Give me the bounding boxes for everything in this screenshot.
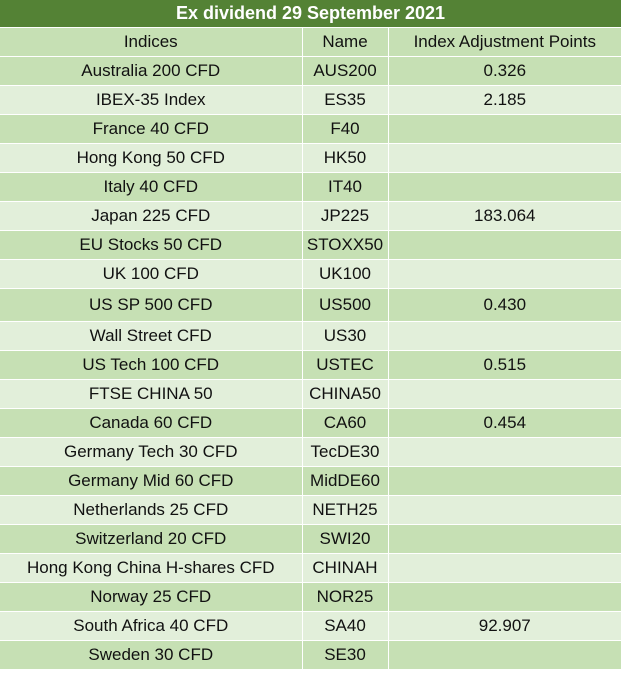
adjustment-points-cell: 2.185 <box>388 85 621 115</box>
name-cell: IT40 <box>302 172 389 202</box>
adjustment-points-cell <box>388 321 621 351</box>
table-row: Hong Kong 50 CFD HK50 <box>0 143 621 173</box>
index-cell: FTSE CHINA 50 <box>0 379 303 409</box>
index-cell: South Africa 40 CFD <box>0 611 303 641</box>
index-cell: EU Stocks 50 CFD <box>0 230 303 260</box>
adjustment-points-cell <box>388 582 621 612</box>
name-cell: UK100 <box>302 259 389 289</box>
column-header-indices: Indices <box>0 27 303 57</box>
name-cell: MidDE60 <box>302 466 389 496</box>
name-cell: JP225 <box>302 201 389 231</box>
table-row: Italy 40 CFD IT40 <box>0 172 621 202</box>
name-cell: NETH25 <box>302 495 389 525</box>
table-row: Japan 225 CFD JP225 183.064 <box>0 201 621 231</box>
index-cell: Italy 40 CFD <box>0 172 303 202</box>
index-cell: US SP 500 CFD <box>0 288 303 322</box>
adjustment-points-cell <box>388 466 621 496</box>
adjustment-points-cell <box>388 114 621 144</box>
adjustment-points-cell <box>388 379 621 409</box>
index-cell: Norway 25 CFD <box>0 582 303 612</box>
table-row: US SP 500 CFD US500 0.430 <box>0 288 621 322</box>
name-cell: US30 <box>302 321 389 351</box>
title-row: Ex dividend 29 September 2021 <box>0 0 621 28</box>
table-row: Hong Kong China H-shares CFD CHINAH <box>0 553 621 583</box>
table-row: Sweden 30 CFD SE30 <box>0 640 621 670</box>
adjustment-points-cell <box>388 143 621 173</box>
adjustment-points-cell <box>388 495 621 525</box>
name-cell: SE30 <box>302 640 389 670</box>
adjustment-points-cell <box>388 437 621 467</box>
adjustment-points-cell: 0.515 <box>388 350 621 380</box>
table-row: France 40 CFD F40 <box>0 114 621 144</box>
index-cell: Australia 200 CFD <box>0 56 303 86</box>
table-row: FTSE CHINA 50 CHINA50 <box>0 379 621 409</box>
table-row: Wall Street CFD US30 <box>0 321 621 351</box>
index-cell: France 40 CFD <box>0 114 303 144</box>
table-row: Norway 25 CFD NOR25 <box>0 582 621 612</box>
table-title: Ex dividend 29 September 2021 <box>0 0 621 28</box>
index-cell: IBEX-35 Index <box>0 85 303 115</box>
index-cell: Netherlands 25 CFD <box>0 495 303 525</box>
table-row: EU Stocks 50 CFD STOXX50 <box>0 230 621 260</box>
adjustment-points-cell <box>388 259 621 289</box>
column-header-name: Name <box>302 27 389 57</box>
name-cell: ES35 <box>302 85 389 115</box>
table-row: South Africa 40 CFD SA40 92.907 <box>0 611 621 641</box>
index-cell: Sweden 30 CFD <box>0 640 303 670</box>
table-row: US Tech 100 CFD USTEC 0.515 <box>0 350 621 380</box>
adjustment-points-cell: 0.326 <box>388 56 621 86</box>
name-cell: SA40 <box>302 611 389 641</box>
index-cell: Germany Tech 30 CFD <box>0 437 303 467</box>
table-row: Germany Tech 30 CFD TecDE30 <box>0 437 621 467</box>
table-row: Germany Mid 60 CFD MidDE60 <box>0 466 621 496</box>
index-cell: US Tech 100 CFD <box>0 350 303 380</box>
index-cell: Germany Mid 60 CFD <box>0 466 303 496</box>
adjustment-points-cell: 183.064 <box>388 201 621 231</box>
name-cell: TecDE30 <box>302 437 389 467</box>
index-cell: Hong Kong China H-shares CFD <box>0 553 303 583</box>
adjustment-points-cell: 0.454 <box>388 408 621 438</box>
table-row: Netherlands 25 CFD NETH25 <box>0 495 621 525</box>
index-cell: Canada 60 CFD <box>0 408 303 438</box>
header-row: Indices Name Index Adjustment Points <box>0 27 621 57</box>
index-cell: UK 100 CFD <box>0 259 303 289</box>
adjustment-points-cell <box>388 553 621 583</box>
name-cell: NOR25 <box>302 582 389 612</box>
name-cell: AUS200 <box>302 56 389 86</box>
adjustment-points-cell <box>388 524 621 554</box>
index-cell: Wall Street CFD <box>0 321 303 351</box>
name-cell: SWI20 <box>302 524 389 554</box>
name-cell: F40 <box>302 114 389 144</box>
name-cell: HK50 <box>302 143 389 173</box>
name-cell: STOXX50 <box>302 230 389 260</box>
name-cell: CHINA50 <box>302 379 389 409</box>
index-cell: Switzerland 20 CFD <box>0 524 303 554</box>
adjustment-points-cell <box>388 230 621 260</box>
adjustment-points-cell: 0.430 <box>388 288 621 322</box>
name-cell: US500 <box>302 288 389 322</box>
table-row: Switzerland 20 CFD SWI20 <box>0 524 621 554</box>
index-cell: Hong Kong 50 CFD <box>0 143 303 173</box>
name-cell: CA60 <box>302 408 389 438</box>
adjustment-points-cell: 92.907 <box>388 611 621 641</box>
table-row: IBEX-35 Index ES35 2.185 <box>0 85 621 115</box>
table-row: Australia 200 CFD AUS200 0.326 <box>0 56 621 86</box>
name-cell: CHINAH <box>302 553 389 583</box>
table-row: Canada 60 CFD CA60 0.454 <box>0 408 621 438</box>
name-cell: USTEC <box>302 350 389 380</box>
table-row: UK 100 CFD UK100 <box>0 259 621 289</box>
adjustment-points-cell <box>388 172 621 202</box>
index-cell: Japan 225 CFD <box>0 201 303 231</box>
column-header-adjustment-points: Index Adjustment Points <box>388 27 621 57</box>
adjustment-points-cell <box>388 640 621 670</box>
